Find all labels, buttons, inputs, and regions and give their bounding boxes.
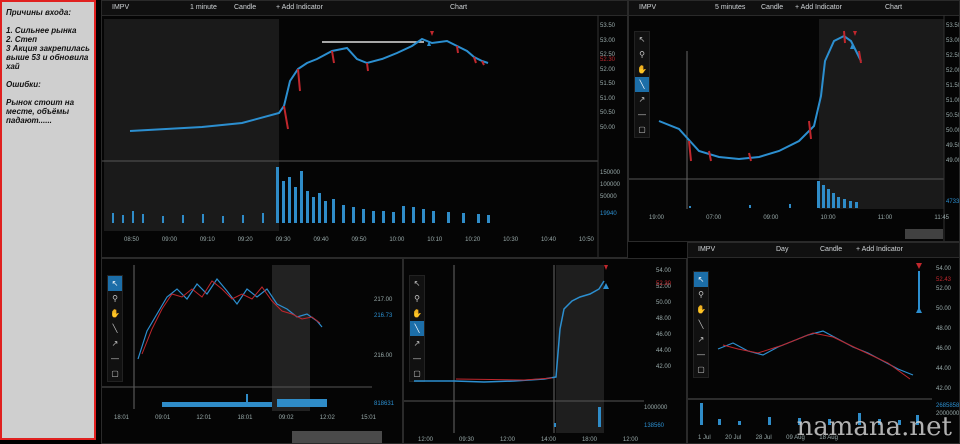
chart-panel-1min[interactable]: IMPV 1 minute Candle + Add Indicator Cha… — [101, 0, 628, 258]
line-icon[interactable]: ╲ — [112, 324, 118, 333]
interval-dropdown[interactable]: Day — [776, 246, 789, 253]
ticker-label[interactable]: IMPV — [112, 4, 130, 11]
zoom-icon[interactable]: ⚲ — [639, 50, 645, 59]
arrow-icon[interactable]: ↗ — [697, 335, 705, 344]
arrow-icon[interactable]: ↗ — [638, 95, 646, 104]
price-axis: 53.50 53.00 52.50 52.00 51.50 51.00 50.50 50.00 — [600, 23, 616, 131]
price-axis: 53.50 53.00 52.50 52.00 51.50 51.00 50.50 50.00… — [946, 23, 960, 164]
chart-type-dropdown[interactable]: Candle — [820, 246, 843, 253]
cursor-icon[interactable]: ↖ — [694, 272, 708, 287]
chart-panel-intraday[interactable]: ↖ ⚲ ✋ ╲ ↗ — ▢ 217.00 216.00 216.73 81863… — [101, 258, 403, 444]
volume-label: 138560 — [644, 423, 665, 429]
price-label: 52.30 — [600, 57, 616, 63]
notes-errors-title: Ошибки: — [6, 80, 41, 89]
zoom-icon[interactable]: ⚲ — [698, 290, 704, 299]
volume-axis: 1000000 — [644, 405, 668, 411]
zoom-icon[interactable]: ⚲ — [414, 294, 420, 303]
trade-notes: Причины входа: 1. Сильнее рынка 2. Степ … — [0, 0, 96, 440]
line-icon[interactable]: ╲ — [410, 321, 424, 336]
volume-label: 4733 — [946, 199, 960, 205]
hand-icon[interactable]: ✋ — [637, 65, 647, 74]
price-volume-plot[interactable] — [102, 259, 403, 444]
notes-title: Причины входа: — [6, 8, 71, 17]
drawing-toolbar: ↖ ⚲ ✋ ╲ ↗ — ▢ — [409, 275, 425, 382]
chart-title: Chart — [450, 4, 468, 11]
watermark: namana.net — [796, 412, 953, 442]
cursor-icon[interactable]: ↖ — [638, 35, 646, 44]
price-volume-plot[interactable] — [404, 259, 687, 444]
volume-axis: 2000000 — [936, 411, 960, 417]
chart-header: IMPV 1 minute Candle + Add Indicator Cha… — [102, 1, 627, 16]
time-axis: 1 Jul 20 Jul 28 Jul 09 Aug 18 Aug — [698, 435, 838, 441]
price-volume-plot[interactable] — [688, 243, 960, 444]
hline-icon[interactable]: — — [638, 110, 646, 119]
notes-errors: Рынок стоит на месте, объёмы падают.....… — [6, 98, 75, 125]
price-label: 52.30 — [656, 281, 672, 287]
zoom-icon[interactable]: ⚲ — [112, 294, 118, 303]
chart-panel-5min[interactable]: IMPV 5 minutes Candle + Add Indicator Ch… — [628, 0, 960, 242]
time-axis: 18:01 09:01 12:01 18:01 09:02 12:02 15:01 — [114, 415, 376, 421]
chart-type-dropdown[interactable]: Candle — [761, 4, 784, 11]
price-axis-top: 217.00 — [374, 297, 393, 303]
add-indicator-button[interactable]: + Add Indicator — [856, 246, 903, 253]
hand-icon[interactable]: ✋ — [696, 305, 706, 314]
price-label: 216.73 — [374, 313, 393, 319]
price-label: 52.43 — [936, 277, 952, 283]
add-indicator-button[interactable]: + Add Indicator — [795, 4, 842, 11]
notes-reasons: 1. Сильнее рынка 2. Степ 3 Акция закрепи… — [6, 26, 90, 71]
chart-header: IMPV Day Candle + Add Indicator — [688, 243, 959, 258]
chart-header: IMPV 5 minutes Candle + Add Indicator Ch… — [629, 1, 959, 16]
rect-icon[interactable]: ▢ — [697, 365, 705, 374]
time-axis: 19:00 07:00 09:00 10:00 11:00 11:45 — [649, 215, 949, 221]
drawing-toolbar: ↖ ⚲ ✋ ╲ ↗ — ▢ — [107, 275, 123, 382]
price-axis: 54.00 52.00 50.00 48.00 46.00 44.00 42.00 — [656, 268, 672, 370]
interval-dropdown[interactable]: 1 minute — [190, 4, 217, 11]
rect-icon[interactable]: ▢ — [413, 369, 421, 378]
hand-icon[interactable]: ✋ — [412, 309, 422, 318]
rect-icon[interactable]: ▢ — [638, 125, 646, 134]
hand-icon[interactable]: ✋ — [110, 309, 120, 318]
hline-icon[interactable]: — — [697, 350, 705, 359]
volume-label: 818631 — [374, 401, 395, 407]
volume-label: 2685858 — [936, 403, 960, 409]
volume-axis: 150000 100000 50000 — [600, 170, 621, 200]
chart-panel-multiday[interactable]: ↖ ⚲ ✋ ╲ ↗ — ▢ 54.00 52.00 50.00 48.00 46.00 4… — [403, 258, 687, 444]
line-icon[interactable]: ╲ — [635, 77, 649, 92]
cursor-icon[interactable]: ↖ — [108, 276, 122, 291]
drawing-toolbar: ↖ ⚲ ✋ ╲ ↗ — ▢ — [693, 271, 709, 378]
price-axis: 54.00 52.00 50.00 48.00 46.00 44.00 42.00 — [936, 266, 952, 392]
time-axis: 08:50 09:00 09:10 09:20 09:30 09:40 09:50 10:00… — [124, 237, 594, 243]
price-volume-plot[interactable] — [629, 1, 960, 242]
rect-icon[interactable]: ▢ — [111, 369, 119, 378]
chart-panel-daily[interactable]: IMPV Day Candle + Add Indicator ↖ ⚲ ✋ ╲ … — [687, 242, 960, 444]
price-volume-plot[interactable] — [102, 1, 628, 258]
line-icon[interactable]: ╲ — [698, 320, 704, 329]
interval-dropdown[interactable]: 5 minutes — [715, 4, 746, 11]
price-axis-bottom: 216.00 — [374, 353, 393, 359]
ticker-label[interactable]: IMPV — [698, 246, 716, 253]
chart-title: Chart — [885, 4, 903, 11]
hline-icon[interactable]: — — [111, 354, 119, 363]
hline-icon[interactable]: — — [413, 354, 421, 363]
volume-label: 19940 — [600, 211, 617, 217]
chart-type-dropdown[interactable]: Candle — [234, 4, 257, 11]
arrow-icon[interactable]: ↗ — [413, 339, 421, 348]
drawing-toolbar: ↖ ⚲ ✋ ╲ ↗ — ▢ — [634, 31, 650, 138]
add-indicator-button[interactable]: + Add Indicator — [276, 4, 323, 11]
arrow-icon[interactable]: ↗ — [111, 339, 119, 348]
ticker-label[interactable]: IMPV — [639, 4, 657, 11]
cursor-icon[interactable]: ↖ — [413, 279, 421, 288]
time-axis: 12:00 09:30 12:00 14:00 18:00 12:00 — [418, 437, 638, 443]
